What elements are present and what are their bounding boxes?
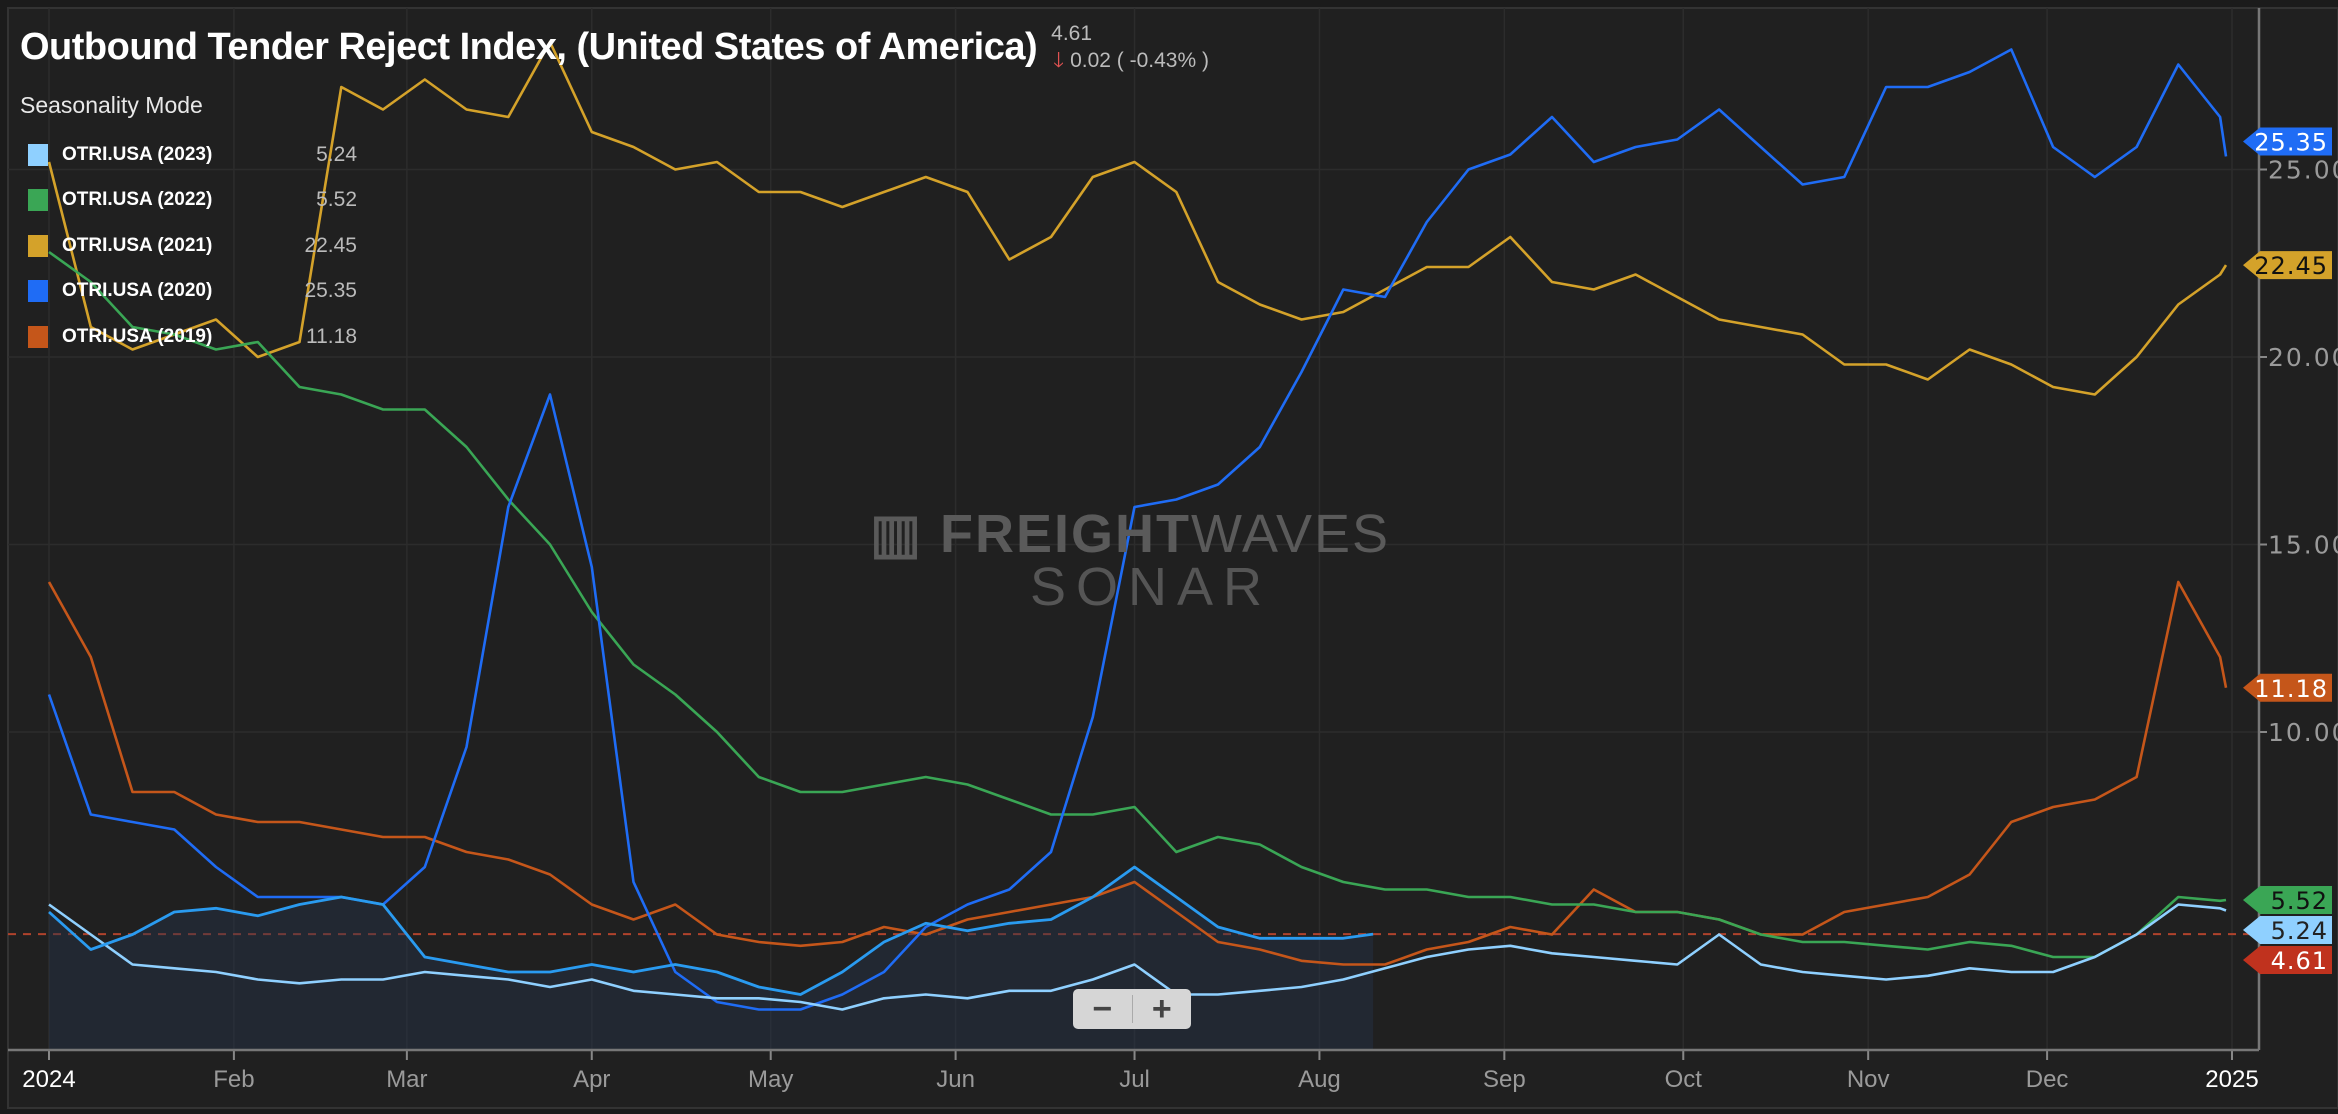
- legend-label: OTRI.USA (2022): [62, 189, 213, 211]
- change-value: 0.02 ( -0.43% ): [1070, 49, 1209, 72]
- legend-item-2022[interactable]: OTRI.USA (2022) 5.52: [28, 178, 357, 224]
- watermark-sonar: SONAR: [1030, 557, 1273, 617]
- seasonality-mode-label: Seasonality Mode: [20, 92, 203, 118]
- legend-item-2023[interactable]: OTRI.USA (2023) 5.24: [28, 132, 357, 178]
- legend-swatch: [28, 189, 48, 212]
- zoom-in-button[interactable]: +: [1151, 989, 1172, 1028]
- watermark-freightwaves: ▥ FREIGHTWAVES: [870, 504, 1391, 564]
- last-value: 4.61: [1051, 22, 1093, 45]
- x-tick-label: 2025: [2205, 1066, 2258, 1093]
- legend-item-2021[interactable]: OTRI.USA (2021) 22.45: [28, 223, 357, 269]
- y-tick-label: 20.00: [2268, 343, 2338, 372]
- price-tag-2021-label: 22.45: [2254, 252, 2328, 280]
- series-line-2020: [47, 48, 2228, 1011]
- x-tick-label: Nov: [1847, 1066, 1890, 1093]
- legend-swatch: [28, 143, 48, 166]
- plot-background: [7, 7, 2338, 1109]
- price-tag-2021: [2243, 251, 2332, 280]
- x-tick-label: Mar: [386, 1066, 427, 1093]
- x-tick-label: Oct: [1665, 1066, 1703, 1093]
- axes: 2024 Feb Mar Apr May Jun Jul Aug Sep Oct Nov Dec 202…: [8, 8, 2338, 1093]
- price-tags: 25.35 22.45 11.18 5.525.244.61: [2243, 127, 2332, 975]
- price-tag-2019: [2243, 673, 2332, 702]
- y-tick-label: 10.00: [2268, 718, 2338, 747]
- zoom-out-button[interactable]: −: [1092, 989, 1113, 1028]
- series-line-2021: [47, 40, 2228, 396]
- legend-value: 11.18: [306, 324, 357, 348]
- current-area-fill: [49, 867, 1374, 1050]
- legend-label: OTRI.USA (2019): [62, 325, 213, 347]
- current-area: [49, 867, 1374, 1050]
- x-tick-label: 2024: [22, 1066, 75, 1093]
- x-tick-label: Jul: [1119, 1066, 1150, 1093]
- legend-label: OTRI.USA (2023): [62, 143, 213, 165]
- series-line-2019: [47, 580, 2228, 966]
- legend-swatch: [28, 325, 48, 348]
- price-tag-current-label: 4.61: [2271, 947, 2328, 975]
- x-tick-label: Apr: [573, 1066, 610, 1093]
- legend-label: OTRI.USA (2020): [62, 280, 213, 302]
- x-tick-label: May: [748, 1066, 793, 1093]
- legend-value: 5.24: [316, 142, 357, 166]
- legend: OTRI.USA (2023) 5.24 OTRI.USA (2022) 5.52 …: [28, 132, 357, 360]
- price-tag-current: [2243, 946, 2332, 974]
- price-tag-2022: [2243, 886, 2332, 914]
- series-line-2023: [48, 903, 2227, 1011]
- price-tag-2023: [2243, 916, 2332, 944]
- x-tick-label: Jun: [936, 1066, 975, 1093]
- series-line-2022: [48, 250, 2227, 959]
- zoom-controls: − +: [1073, 989, 1191, 1029]
- legend-swatch: [28, 280, 48, 303]
- price-tag-2020: [2243, 127, 2332, 156]
- grid: [8, 8, 2259, 1050]
- watermark-brand-thin: WAVES: [1191, 504, 1391, 564]
- legend-value: 22.45: [304, 233, 357, 257]
- x-tick-label: Dec: [2026, 1066, 2069, 1093]
- y-tick-label: 15.00: [2268, 531, 2338, 560]
- price-tag-2019-label: 11.18: [2254, 675, 2328, 703]
- legend-value: 5.52: [316, 188, 357, 212]
- price-tag-2022-label: 5.52: [2271, 887, 2328, 915]
- x-tick-label: Aug: [1298, 1066, 1341, 1093]
- arrow-down-icon: 🡓: [1053, 49, 1065, 72]
- legend-swatch: [28, 234, 48, 257]
- series-lines: [47, 40, 2228, 1011]
- price-tag-2023-label: 5.24: [2271, 917, 2328, 945]
- legend-label: OTRI.USA (2021): [62, 234, 213, 256]
- price-tag-2020-label: 25.35: [2254, 129, 2328, 157]
- zoom-divider: [1131, 995, 1133, 1023]
- change-readout: 🡓 0.02 ( -0.43% ): [1053, 46, 1209, 81]
- watermark-brand-bold: FREIGHT: [940, 504, 1192, 564]
- legend-value: 25.35: [304, 279, 357, 303]
- legend-item-2019[interactable]: OTRI.USA (2019) 11.18: [28, 314, 357, 360]
- chart-title: Outbound Tender Reject Index, (United St…: [20, 26, 1038, 68]
- x-tick-label: Feb: [213, 1066, 254, 1093]
- y-tick-label: 25.00: [2268, 156, 2338, 185]
- legend-item-2020[interactable]: OTRI.USA (2020) 25.35: [28, 269, 357, 315]
- series-line-current: [48, 865, 1374, 996]
- x-tick-label: Sep: [1483, 1066, 1526, 1093]
